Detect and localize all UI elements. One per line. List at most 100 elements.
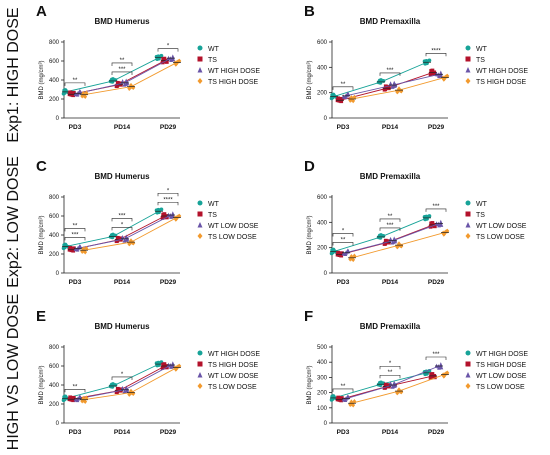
legend-marker (465, 361, 471, 367)
legend-marker (197, 350, 203, 356)
data-point (170, 211, 175, 216)
row-label-2: Exp2: LOW DOSE (5, 156, 22, 288)
legend-marker (465, 78, 471, 84)
significance-label: *** (71, 232, 79, 238)
data-point (155, 210, 160, 215)
y-tick-label: 0 (56, 116, 60, 122)
chart-title: BMD Humerus (94, 322, 150, 331)
data-point (78, 244, 83, 249)
x-tick-label: PD3 (69, 279, 82, 286)
legend-label: TS LOW DOSE (476, 234, 525, 241)
legend-label: TS HIGH DOSE (476, 79, 527, 86)
significance-bracket (64, 228, 86, 232)
y-tick-label: 400 (49, 78, 60, 84)
legend-label: WT LOW DOSE (476, 223, 527, 230)
legend-label: TS (476, 212, 485, 219)
chart-title: BMD Premaxilla (360, 322, 421, 331)
y-tick-label: 400 (49, 233, 60, 239)
significance-label: * (389, 361, 392, 367)
significance-label: *** (386, 68, 394, 74)
significance-bracket (379, 365, 401, 370)
data-point (71, 395, 76, 400)
significance-bracket (379, 72, 401, 76)
data-point (122, 82, 127, 87)
y-axis-label: BMD (mg/cm³) (307, 216, 313, 255)
data-point (120, 234, 125, 240)
significance-bracket (64, 237, 86, 241)
series-line-0 (65, 363, 160, 399)
legend-label: WT LOW DOSE (476, 373, 527, 380)
data-point (159, 207, 164, 212)
chart-title: BMD Premaxilla (360, 17, 421, 26)
y-tick-label: 200 (317, 391, 328, 397)
y-axis-label: BMD (mg/cm³) (39, 61, 45, 100)
data-point (120, 79, 125, 84)
data-point (330, 248, 335, 252)
significance-label: ** (73, 78, 78, 84)
data-point (130, 84, 135, 90)
significance-label: **** (163, 197, 173, 203)
data-point (439, 222, 444, 227)
x-tick-label: PD14 (382, 124, 399, 131)
data-point (439, 73, 444, 78)
data-point (155, 363, 160, 368)
y-tick-label: 200 (317, 91, 328, 97)
data-point (438, 219, 443, 225)
chart-title: BMD Humerus (94, 17, 150, 26)
chart-panel-a: A BMD Humerus 0 200 400 600 800 BMD (mg/cm³) PD3… (36, 3, 260, 131)
data-point (390, 84, 395, 89)
significance-bracket (379, 227, 401, 231)
data-point (428, 72, 433, 77)
significance-label: ** (73, 223, 78, 229)
y-axis-label: BMD (mg/cm³) (39, 366, 45, 405)
significance-label: * (121, 372, 124, 378)
data-point (428, 375, 433, 380)
data-point (161, 212, 166, 217)
legend-marker (197, 372, 203, 378)
data-point (348, 98, 353, 103)
y-tick-label: 400 (317, 360, 328, 366)
data-point (390, 384, 395, 389)
y-axis-label: BMD (mg/cm³) (307, 366, 313, 405)
legend-marker (465, 383, 471, 389)
y-tick-label: 600 (317, 40, 328, 46)
significance-bracket (425, 52, 447, 57)
data-point (122, 238, 127, 243)
data-point (352, 94, 357, 100)
data-point (71, 246, 76, 251)
significance-bracket (111, 218, 133, 222)
data-point (343, 251, 348, 257)
significance-bracket (332, 233, 354, 237)
significance-label: ** (388, 214, 393, 220)
data-point (339, 253, 344, 258)
y-tick-label: 0 (56, 421, 60, 427)
data-point (122, 389, 127, 394)
significance-bracket (332, 86, 354, 90)
x-tick-label: PD14 (382, 279, 399, 286)
x-tick-label: PD29 (428, 429, 445, 436)
data-point (71, 248, 76, 253)
data-point (75, 92, 80, 97)
legend-label: WT (208, 46, 220, 53)
x-tick-label: PD3 (69, 124, 82, 131)
legend-marker (197, 67, 203, 73)
data-point (382, 242, 387, 246)
y-tick-label: 600 (49, 364, 60, 370)
x-tick-label: PD3 (337, 429, 350, 436)
data-point (164, 60, 169, 64)
data-point (351, 402, 356, 408)
significance-label: ** (120, 58, 125, 64)
legend-label: TS LOW DOSE (476, 384, 525, 391)
data-point (439, 365, 444, 370)
data-point (130, 240, 135, 245)
significance-label: ** (388, 370, 393, 376)
x-tick-label: PD3 (337, 279, 350, 286)
data-point (114, 390, 119, 395)
legend-marker (197, 78, 203, 84)
data-point (84, 395, 89, 401)
data-point (390, 240, 395, 245)
legend-marker (197, 233, 203, 239)
legend-label: TS LOW DOSE (208, 234, 257, 241)
data-point (161, 362, 166, 367)
data-point (346, 92, 351, 97)
